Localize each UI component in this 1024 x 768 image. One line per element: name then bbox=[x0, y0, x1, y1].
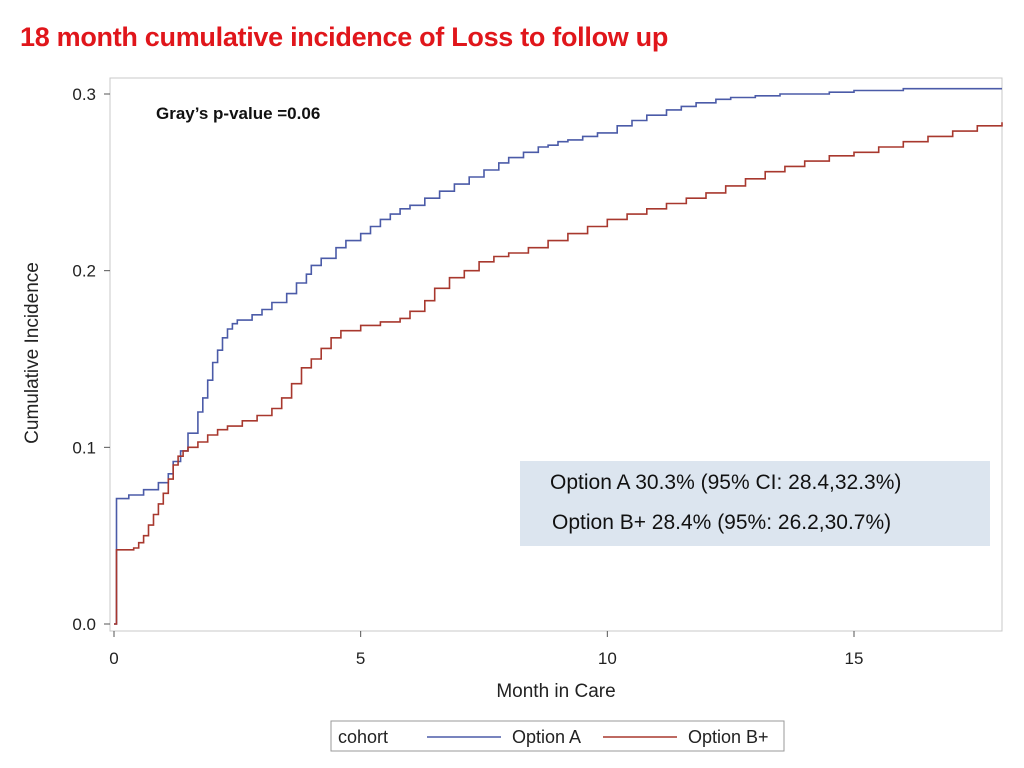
y-tick-label: 0.2 bbox=[72, 262, 96, 281]
slide-title: 18 month cumulative incidence of Loss to… bbox=[20, 22, 669, 52]
plot-area bbox=[109, 77, 1003, 632]
legend-entry-option-b: Option B+ bbox=[688, 727, 769, 747]
y-tick-label: 0.1 bbox=[72, 438, 96, 457]
summary-stats-box: Option A 30.3% (95% CI: 28.4,32.3%) Opti… bbox=[520, 461, 990, 546]
legend-title: cohort bbox=[338, 727, 388, 747]
x-tick-label: 10 bbox=[598, 649, 617, 668]
series-line-option-a bbox=[114, 87, 1002, 625]
x-tick-label: 0 bbox=[109, 649, 118, 668]
option-b-stat: Option B+ 28.4% (95%: 26.2,30.7%) bbox=[552, 511, 892, 534]
x-axis: 0 5 10 15 bbox=[109, 631, 863, 668]
y-tick-label: 0.3 bbox=[72, 85, 96, 104]
x-tick-label: 15 bbox=[845, 649, 864, 668]
x-tick-label: 5 bbox=[356, 649, 365, 668]
y-axis: 0.0 0.1 0.2 0.3 bbox=[72, 85, 110, 634]
legend-entry-option-a: Option A bbox=[512, 727, 581, 747]
series-line-option-b bbox=[114, 122, 1003, 625]
x-axis-label: Month in Care bbox=[496, 681, 615, 702]
legend-box bbox=[330, 720, 785, 752]
y-axis-label: Cumulative Incidence bbox=[22, 262, 43, 444]
y-tick-label: 0.0 bbox=[72, 615, 96, 634]
series-layer bbox=[114, 87, 1003, 625]
option-a-stat: Option A 30.3% (95% CI: 28.4,32.3%) bbox=[550, 471, 902, 494]
legend: cohort Option A Option B+ bbox=[330, 720, 785, 752]
p-value-annotation: Gray’s p-value =0.06 bbox=[156, 104, 321, 123]
